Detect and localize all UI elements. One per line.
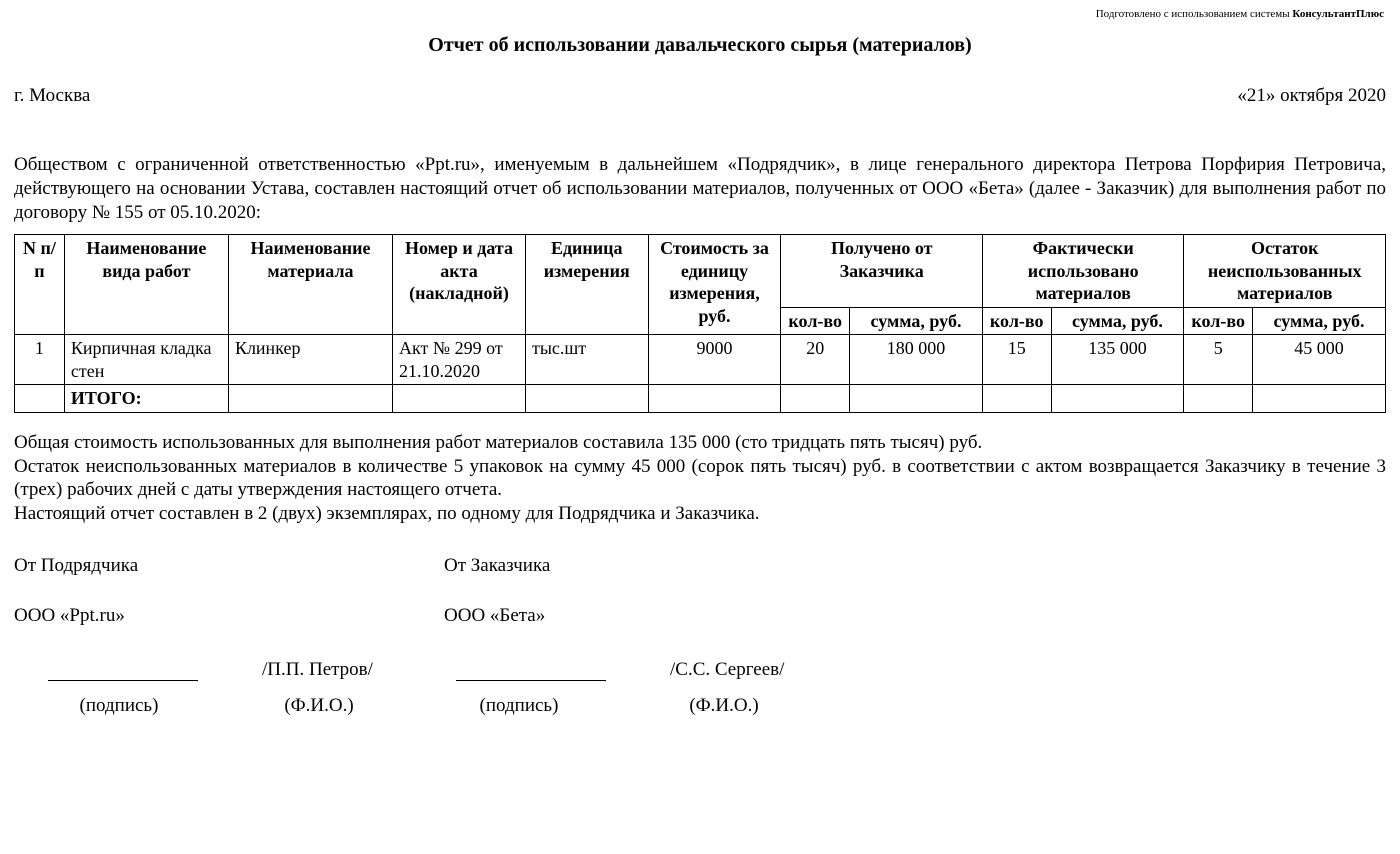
footer-p1: Общая стоимость использованных для выпол… (14, 431, 1386, 455)
total-empty-10 (1184, 385, 1253, 413)
table-head: N п/п Наименование вида работ Наименован… (15, 235, 1386, 335)
total-empty-4 (525, 385, 648, 413)
cell-rem-sum: 45 000 (1252, 335, 1385, 385)
footer-text: Общая стоимость использованных для выпол… (14, 431, 1386, 526)
document-date: «21» октября 2020 (1237, 85, 1386, 107)
document-page: Подготовлено с использованием системы Ко… (0, 0, 1400, 854)
cell-material: Клинкер (228, 335, 392, 385)
sign-row-org: ООО «Ppt.ru» ООО «Бета» (14, 604, 1386, 629)
cell-used-qty: 15 (982, 335, 1051, 385)
footer-p3: Настоящий отчет составлен в 2 (двух) экз… (14, 502, 1386, 526)
city: г. Москва (14, 85, 90, 107)
materials-table: N п/п Наименование вида работ Наименован… (14, 234, 1386, 413)
footer-p2: Остаток неиспользованных материалов в ко… (14, 455, 1386, 503)
th-recv-qty: кол-во (781, 307, 850, 335)
table-header-row-1: N п/п Наименование вида работ Наименован… (15, 235, 1386, 308)
watermark: Подготовлено с использованием системы Ко… (14, 8, 1386, 20)
total-empty-8 (982, 385, 1051, 413)
table-total-row: ИТОГО: (15, 385, 1386, 413)
customer-sign-line (456, 662, 606, 681)
th-price: Стоимость за единицу измерения, руб. (648, 235, 781, 335)
th-num: N п/п (15, 235, 65, 335)
th-remain: Остаток неиспользованных материалов (1184, 235, 1386, 308)
th-received: Получено от Заказчика (781, 235, 983, 308)
total-empty-1 (15, 385, 65, 413)
total-empty-3 (393, 385, 526, 413)
from-contractor: От Подрядчика (14, 554, 444, 579)
cell-rem-qty: 5 (1184, 335, 1253, 385)
th-material: Наименование материала (228, 235, 392, 335)
table-body: 1 Кирпичная кладка стен Клинкер Акт № 29… (15, 335, 1386, 413)
signatures-block: От Подрядчика От Заказчика ООО «Ppt.ru» … (14, 554, 1386, 717)
th-rem-qty: кол-во (1184, 307, 1253, 335)
cell-recv-qty: 20 (781, 335, 850, 385)
cell-unit: тыс.шт (525, 335, 648, 385)
cell-act: Акт № 299 от 21.10.2020 (393, 335, 526, 385)
document-title: Отчет об использовании давальческого сыр… (14, 34, 1386, 57)
customer-fio-caption: (Ф.И.О.) (654, 695, 794, 717)
total-empty-2 (228, 385, 392, 413)
total-empty-6 (781, 385, 850, 413)
meta-row: г. Москва «21» октября 2020 (14, 85, 1386, 107)
cell-price: 9000 (648, 335, 781, 385)
th-used: Фактически использовано материалов (982, 235, 1183, 308)
th-unit: Единица измерения (525, 235, 648, 335)
cell-recv-sum: 180 000 (850, 335, 983, 385)
th-rem-sum: сумма, руб. (1252, 307, 1385, 335)
watermark-prefix: Подготовлено с использованием системы (1096, 8, 1293, 20)
th-act: Номер и дата акта (накладной) (393, 235, 526, 335)
th-work: Наименование вида работ (64, 235, 228, 335)
total-label: ИТОГО: (64, 385, 228, 413)
cell-num: 1 (15, 335, 65, 385)
contractor-fio-caption: (Ф.И.О.) (254, 695, 384, 717)
intro-paragraph: Обществом с ограниченной ответственность… (14, 153, 1386, 224)
customer-sign-caption: (подпись) (444, 695, 594, 717)
customer-org: ООО «Бета» (444, 604, 874, 629)
cell-used-sum: 135 000 (1051, 335, 1184, 385)
from-customer: От Заказчика (444, 554, 874, 579)
customer-name: /С.С. Сергеев/ (670, 659, 810, 681)
contractor-name: /П.П. Петров/ (262, 659, 392, 681)
th-used-sum: сумма, руб. (1051, 307, 1184, 335)
watermark-brand: КонсультантПлюс (1292, 8, 1384, 20)
total-empty-5 (648, 385, 781, 413)
sig-label-row: (подпись) (Ф.И.О.) (подпись) (Ф.И.О.) (14, 695, 1386, 717)
table-row: 1 Кирпичная кладка стен Клинкер Акт № 29… (15, 335, 1386, 385)
contractor-org: ООО «Ppt.ru» (14, 604, 444, 629)
total-empty-9 (1051, 385, 1184, 413)
contractor-sign-caption: (подпись) (44, 695, 194, 717)
cell-work: Кирпичная кладка стен (64, 335, 228, 385)
th-used-qty: кол-во (982, 307, 1051, 335)
th-recv-sum: сумма, руб. (850, 307, 983, 335)
sig-line-row: /П.П. Петров/ /С.С. Сергеев/ (14, 659, 1386, 681)
total-empty-7 (850, 385, 983, 413)
sign-row-from: От Подрядчика От Заказчика (14, 554, 1386, 579)
total-empty-11 (1252, 385, 1385, 413)
contractor-sign-line (48, 662, 198, 681)
